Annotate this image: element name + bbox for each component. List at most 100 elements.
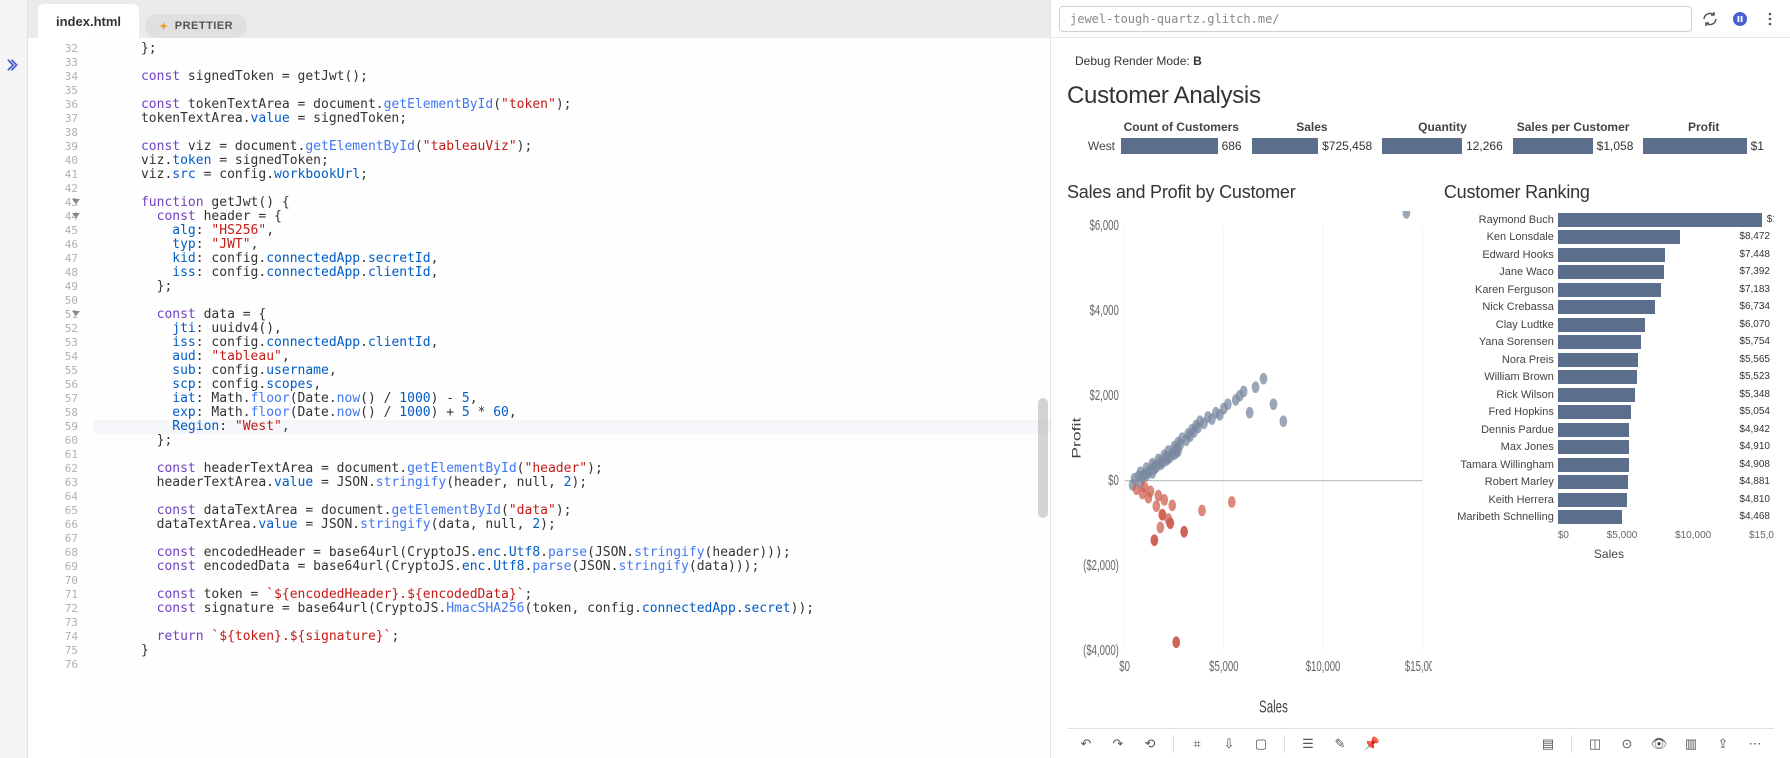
sparkle-icon: ✦ [159,20,169,33]
svg-text:$15,000: $15,000 [1405,658,1432,675]
data-button[interactable]: ⌗ [1188,735,1206,753]
eye-icon: 👁 [1651,736,1668,752]
rank-name: Jane Waco [1444,266,1554,278]
ranking-row[interactable]: Robert Marley $4,881 [1444,474,1774,492]
rank-bar [1558,230,1680,244]
ranking-row[interactable]: Nick Crebassa $6,734 [1444,299,1774,317]
svg-text:Sales: Sales [1259,698,1288,717]
toolbar-separator [1173,735,1174,753]
share-button[interactable]: ⇪ [1714,735,1732,753]
svg-text:($2,000): ($2,000) [1083,557,1119,574]
download-icon: ⇩ [1224,736,1235,752]
ranking-row[interactable]: Clay Ludtke$6,070 [1444,316,1774,334]
editor-pane: index.html ✦ PRETTIER 323334353637383940… [28,0,1050,758]
ranking-row[interactable]: Fred Hopkins$5,054 [1444,404,1774,422]
revert-button[interactable]: ⟲ [1141,735,1159,753]
ranking-row[interactable]: Jane Waco $7,392 [1444,264,1774,282]
revert-icon: ⟲ [1145,736,1156,752]
kpi-bar [1643,138,1746,154]
redo-icon: ↷ [1113,736,1124,752]
rank-name: Maribeth Schnelling [1444,511,1554,523]
ranking-row[interactable]: Maribeth Schnelling $4,468 [1444,509,1774,527]
toolbar-separator [1284,735,1285,753]
rank-value: $4,468 [1739,510,1770,524]
ranking-row[interactable]: Dennis Pardue$4,942 [1444,421,1774,439]
rank-bar [1558,318,1645,332]
sheet-button[interactable]: ▤ [1539,735,1557,753]
download-button[interactable]: ⇩ [1220,735,1238,753]
rank-value: $4,910 [1739,440,1770,454]
filter-icon: ☰ [1302,736,1314,752]
preview-url-field[interactable]: jewel-tough-quartz.glitch.me/ [1059,6,1692,32]
ranking-row[interactable]: Nora Preis$5,565 [1444,351,1774,369]
kpi-value: 686 [1222,139,1242,153]
refresh-button[interactable] [1698,7,1722,31]
rank-value: $7,392 [1739,265,1770,279]
svg-text:$2,000: $2,000 [1090,387,1119,404]
svg-text:$10,000: $10,000 [1306,658,1341,675]
rank-value: $6,734 [1739,300,1770,314]
prettier-badge[interactable]: ✦ PRETTIER [145,14,247,38]
region-label: West [1067,139,1121,154]
kpi-bar [1513,138,1593,154]
line-gutter: 3233343536373839404142434445464748495051… [28,38,86,758]
ranking-row[interactable]: Raymond Buch$1 [1444,211,1774,229]
toolbar-separator [1571,735,1572,753]
tab-index-html[interactable]: index.html [38,4,139,38]
sidebar-expand-button[interactable] [0,0,28,758]
rank-value: $4,942 [1739,423,1770,437]
editor-scrollbar[interactable] [1036,38,1050,758]
rank-name: Nick Crebassa [1444,301,1554,313]
highlight-button[interactable]: ✎ [1331,735,1349,753]
more-button[interactable]: ⋯ [1746,735,1764,753]
code-editor[interactable]: 3233343536373839404142434445464748495051… [28,38,1050,758]
ranking-row[interactable]: Tamara Willingham$4,908 [1444,456,1774,474]
rank-name: Fred Hopkins [1444,406,1554,418]
undo-button[interactable]: ↶ [1077,735,1095,753]
rank-value: $7,448 [1739,248,1770,262]
prettier-label: PRETTIER [175,20,233,32]
pause-button[interactable] [1728,7,1752,31]
rank-name: William Brown [1444,371,1554,383]
scatter-chart[interactable]: ($4,000)($2,000)$0$2,000$4,000$6,000$0$5… [1067,211,1432,724]
filter-button[interactable]: ☰ [1299,735,1317,753]
chart-button[interactable]: ▥ [1682,735,1700,753]
preview-pane: jewel-tough-quartz.glitch.me/ Debug Rend… [1050,0,1790,758]
slideshow-button[interactable]: ▢ [1252,735,1270,753]
ranking-row[interactable]: Keith Herrera$4,810 [1444,491,1774,509]
kpi-profit: Profit$1 [1643,120,1774,154]
rank-value: $4,881 [1739,475,1770,489]
svg-text:$6,000: $6,000 [1090,217,1119,234]
rank-bar [1558,265,1665,279]
rank-bar [1558,440,1629,454]
watch-button[interactable]: ⊙ [1618,735,1636,753]
ranking-row[interactable]: Karen Ferguson$7,183 [1444,281,1774,299]
rank-bar [1558,475,1628,489]
ranking-row[interactable]: Edward Hooks$7,448 [1444,246,1774,264]
rank-bar [1558,510,1622,524]
dashboard: Debug Render Mode: B Customer Analysis W… [1051,38,1790,758]
kpi-label: Sales [1252,120,1373,134]
code-content[interactable]: }; const signedToken = getJwt(); const t… [86,38,1050,758]
ranking-row[interactable]: Ken Lonsdale$8,472 [1444,229,1774,247]
redo-button[interactable]: ↷ [1109,735,1127,753]
share-icon: ⇪ [1718,736,1729,752]
ranking-row[interactable]: Rick Wilson$5,348 [1444,386,1774,404]
pin-button[interactable]: 📌 [1363,735,1381,753]
kpi-value: $725,458 [1322,139,1372,153]
rank-name: Rick Wilson [1444,389,1554,401]
metrics-button[interactable]: ◫ [1586,735,1604,753]
ranking-chart[interactable]: Raymond Buch$1Ken Lonsdale$8,472Edward H… [1444,211,1774,724]
svg-text:$0: $0 [1108,472,1119,489]
ranking-row[interactable]: William Brown$5,523 [1444,369,1774,387]
kpi-count-of-customers: Count of Customers686 [1121,120,1252,154]
chevron-right-icon [7,58,21,72]
preview-menu-button[interactable] [1758,7,1782,31]
rank-name: Robert Marley [1444,476,1554,488]
eye-button[interactable]: 👁 [1650,735,1668,753]
svg-text:Profit: Profit [1071,417,1083,459]
scrollbar-thumb[interactable] [1038,398,1048,518]
ranking-row[interactable]: Yana Sorensen$5,754 [1444,334,1774,352]
ranking-row[interactable]: Max Jones$4,910 [1444,439,1774,457]
rank-name: Nora Preis [1444,354,1554,366]
